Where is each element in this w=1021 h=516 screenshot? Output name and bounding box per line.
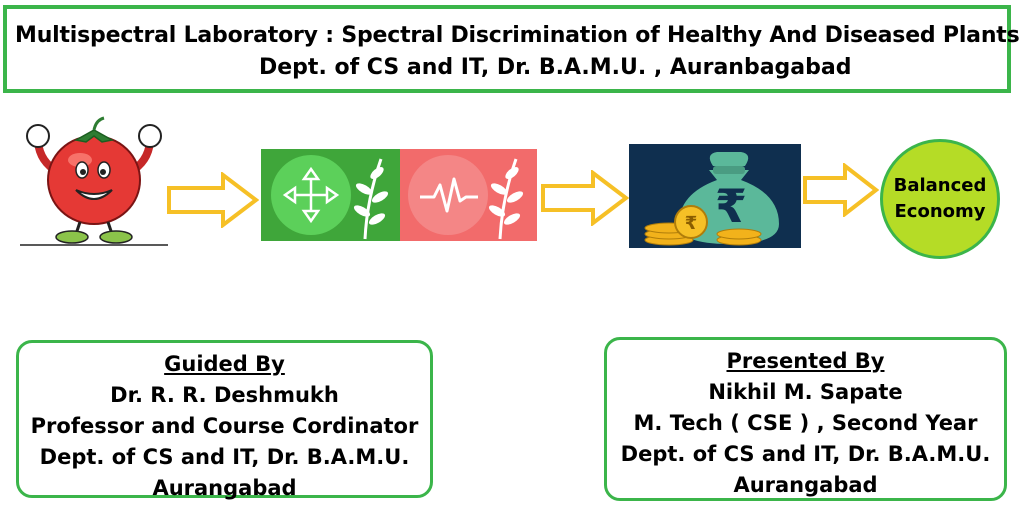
guide-role: Professor and Course Cordinator <box>30 414 419 438</box>
presenter-name: Nikhil M. Sapate <box>708 380 903 404</box>
guide-city: Aurangabad <box>152 476 297 500</box>
balanced-economy-circle: Balanced Economy <box>880 139 1000 259</box>
presented-by-heading: Presented By <box>726 349 885 373</box>
coin-currency-symbol: ₹ <box>685 213 698 234</box>
page-subtitle: Dept. of CS and IT, Dr. B.A.M.U. , Auran… <box>259 55 852 80</box>
guide-name: Dr. R. R. Deshmukh <box>110 383 339 407</box>
presenter-city: Aurangabad <box>733 473 878 497</box>
healthy-plant-tile <box>261 149 400 241</box>
tomato-mascot-icon <box>20 116 168 246</box>
guide-dept: Dept. of CS and IT, Dr. B.A.M.U. <box>39 445 410 469</box>
title-banner: Multispectral Laboratory : Spectral Disc… <box>3 5 1020 93</box>
money-bag-icon: ₹ ₹ <box>629 144 801 248</box>
presenter-dept: Dept. of CS and IT, Dr. B.A.M.U. <box>620 442 991 466</box>
presented-by-card: Presented By Nikhil M. Sapate M. Tech ( … <box>604 337 1007 501</box>
bag-currency-symbol: ₹ <box>715 179 747 233</box>
presenter-role: M. Tech ( CSE ) , Second Year <box>633 411 978 435</box>
guided-by-card: Guided By Dr. R. R. Deshmukh Professor a… <box>16 340 433 500</box>
page-title: Multispectral Laboratory : Spectral Disc… <box>15 23 1020 48</box>
right-arrow-icon <box>541 170 629 226</box>
right-arrow-icon <box>803 163 879 217</box>
economy-label-line1: Balanced <box>893 175 987 196</box>
diseased-plant-tile <box>400 149 537 241</box>
right-arrow-icon <box>167 172 259 228</box>
economy-label-line2: Economy <box>894 201 986 222</box>
guided-by-heading: Guided By <box>164 352 285 376</box>
